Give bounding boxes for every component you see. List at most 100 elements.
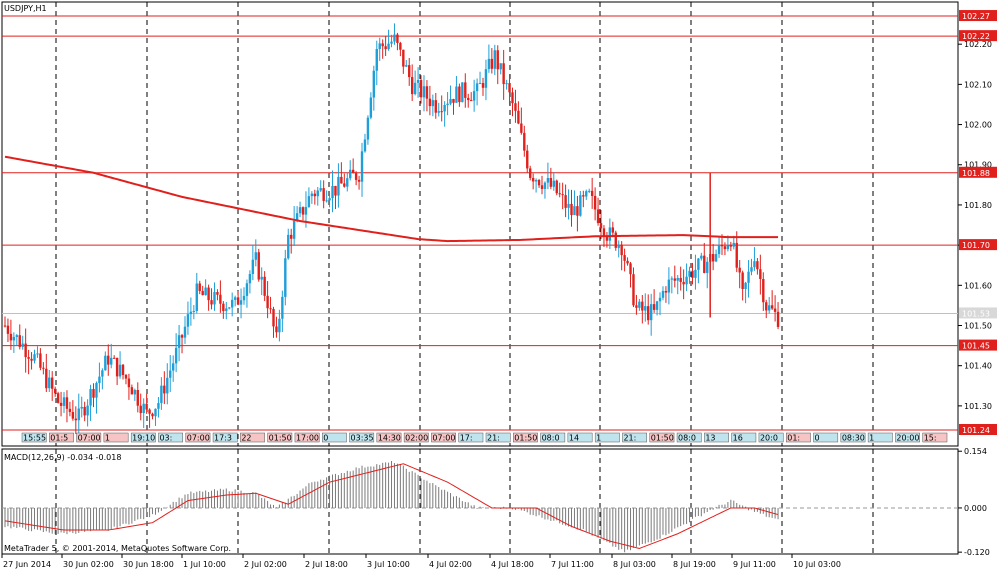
time-marker-label: 15: [924, 434, 937, 443]
time-axis-label: 8 Jul 03:00 [613, 560, 656, 569]
candle-body-226 [670, 278, 674, 280]
time-axis-label: 2 Jul 02:00 [244, 560, 287, 569]
candle-body-206 [611, 227, 615, 233]
candle-body-181 [537, 180, 541, 186]
time-marker-label: 14:30 [378, 434, 401, 443]
candle-body-89 [266, 295, 269, 309]
candle-body-202 [599, 223, 603, 229]
candle-body-131 [390, 41, 393, 44]
candle-body-46 [139, 405, 142, 414]
candle-body-143 [425, 86, 429, 99]
candle-body-14 [45, 368, 48, 389]
candle-body-183 [543, 182, 547, 189]
level-tag-label: 101.45 [962, 342, 990, 351]
price-tick-label: 101.40 [964, 362, 992, 371]
candle-body-220 [652, 304, 656, 310]
candle-body-105 [313, 193, 317, 197]
candle-body-214 [635, 305, 638, 308]
candle-body-69 [207, 287, 210, 301]
candle-body-248 [735, 242, 738, 268]
time-marker-box-23 [649, 432, 675, 443]
candle-body-209 [620, 244, 623, 256]
bid-tag [959, 307, 997, 319]
candle-body-129 [384, 46, 387, 50]
candle-body-194 [576, 206, 579, 216]
candle-body-260 [770, 305, 774, 309]
candle-body-38 [115, 357, 119, 377]
candle-body-34 [104, 355, 107, 371]
candle-body-163 [484, 69, 488, 88]
candle-body-87 [260, 276, 263, 280]
macd-tick-label: -0.120 [964, 548, 990, 557]
time-axis-label: 4 Jul 02:00 [429, 560, 472, 569]
time-marker-label: 20:0 [760, 434, 778, 443]
level-tag-0 [959, 10, 997, 22]
candle-body-166 [493, 50, 496, 69]
macd-tick-label: 0.154 [964, 447, 987, 456]
candle-body-255 [756, 261, 759, 270]
candle-body-171 [508, 83, 511, 93]
candle-body-57 [171, 363, 175, 371]
candle-body-140 [416, 80, 420, 83]
candle-body-109 [325, 200, 328, 202]
candle-body-174 [517, 110, 520, 124]
candle-body-88 [263, 276, 266, 296]
time-marker-box-0 [21, 432, 47, 443]
bid-tag-label: 101.53 [962, 309, 990, 318]
candle-body-31 [95, 382, 98, 398]
candle-body-164 [487, 58, 491, 70]
candle-body-124 [369, 97, 373, 118]
candle-body-190 [564, 195, 567, 208]
price-tick-label: 102.00 [964, 121, 992, 130]
candle-body-158 [469, 100, 473, 102]
candle-body-224 [664, 290, 668, 293]
candle-body-63 [189, 311, 193, 315]
candle-body-58 [174, 347, 178, 364]
candle-body-93 [278, 318, 281, 333]
candle-body-159 [472, 91, 476, 101]
candle-body-49 [148, 409, 151, 414]
candle-body-217 [644, 306, 647, 311]
candle-body-126 [375, 49, 378, 71]
candle-body-120 [357, 179, 361, 182]
candle-body-107 [319, 188, 322, 191]
candle-body-3 [12, 336, 16, 341]
candle-body-257 [762, 279, 765, 303]
candle-body-104 [310, 193, 314, 197]
time-marker-box-27 [758, 432, 784, 443]
candle-body-136 [405, 65, 408, 67]
time-marker-box-9 [267, 432, 293, 443]
candle-body-219 [649, 304, 653, 321]
candle-body-74 [222, 303, 225, 312]
candle-body-17 [53, 388, 57, 394]
candle-body-15 [48, 377, 51, 389]
candle-body-244 [723, 246, 727, 250]
time-marker-label: 01:50 [269, 434, 292, 443]
candle-body-112 [334, 185, 337, 196]
candle-body-173 [514, 103, 517, 111]
candle-body-95 [284, 258, 287, 297]
candle-body-41 [124, 374, 128, 379]
time-marker-box-24 [676, 432, 702, 443]
candle-body-133 [396, 34, 399, 43]
candle-body-71 [213, 292, 216, 305]
candle-body-256 [759, 269, 762, 280]
time-marker-box-7 [212, 432, 238, 443]
time-axis-label: 2 Jul 18:00 [305, 560, 348, 569]
candle-body-117 [349, 169, 352, 179]
price-tick-label: 101.30 [964, 402, 992, 411]
candle-body-180 [534, 180, 538, 182]
candle-body-47 [142, 403, 145, 414]
candle-body-213 [632, 274, 635, 306]
candle-body-0 [3, 325, 7, 327]
candle-body-160 [475, 83, 479, 92]
candle-body-198 [588, 190, 591, 192]
candle-body-110 [328, 198, 331, 201]
candle-body-177 [526, 150, 529, 169]
candle-body-22 [68, 408, 72, 413]
level-tag-4 [959, 339, 997, 351]
candle-body-229 [679, 277, 682, 282]
candle-body-223 [661, 290, 665, 298]
